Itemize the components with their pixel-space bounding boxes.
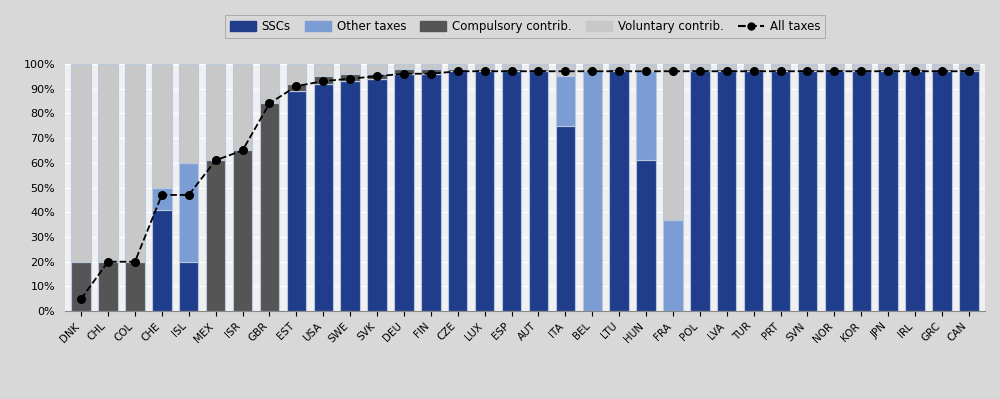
Bar (905, 64, 925, 69)
Bar (905, 69, 925, 71)
Bar (98, 64, 118, 262)
Bar (690, 71, 710, 311)
Bar (475, 71, 494, 311)
Bar (771, 64, 790, 69)
Bar (663, 64, 683, 220)
Bar (717, 71, 736, 311)
Bar (502, 64, 521, 69)
Bar (690, 64, 710, 69)
Bar (959, 64, 979, 69)
Bar (663, 220, 683, 311)
Bar (367, 64, 387, 74)
Bar (206, 160, 225, 311)
Bar (636, 71, 656, 160)
Bar (932, 69, 952, 71)
Bar (125, 262, 145, 311)
Bar (744, 64, 763, 69)
Bar (609, 69, 629, 71)
Bar (179, 163, 198, 262)
Bar (394, 64, 414, 69)
Bar (125, 64, 145, 262)
Bar (287, 91, 306, 311)
Bar (421, 74, 441, 311)
Bar (771, 71, 790, 311)
Bar (609, 71, 629, 311)
Bar (798, 64, 817, 69)
Bar (636, 160, 656, 311)
Bar (260, 64, 279, 103)
Bar (556, 126, 575, 311)
Bar (233, 150, 252, 311)
Bar (717, 64, 736, 69)
Bar (529, 69, 548, 71)
Bar (367, 74, 387, 79)
Bar (448, 69, 467, 71)
Bar (367, 79, 387, 311)
Bar (233, 64, 252, 150)
Bar (717, 69, 736, 71)
Bar (475, 69, 494, 71)
Bar (744, 71, 763, 311)
Bar (852, 71, 871, 311)
Bar (529, 71, 548, 311)
Bar (421, 69, 441, 74)
Bar (771, 69, 790, 71)
Bar (609, 64, 629, 69)
Bar (905, 71, 925, 311)
Bar (529, 64, 548, 69)
Bar (583, 64, 602, 71)
Bar (179, 262, 198, 311)
Bar (744, 69, 763, 71)
Bar (314, 76, 333, 84)
Legend: SSCs, Other taxes, Compulsory contrib., Voluntary contrib., All taxes: SSCs, Other taxes, Compulsory contrib., … (225, 15, 825, 38)
Bar (421, 64, 441, 69)
Bar (502, 69, 521, 71)
Bar (260, 103, 279, 311)
Bar (959, 71, 979, 311)
Bar (825, 71, 844, 311)
Bar (878, 69, 898, 71)
Bar (394, 74, 414, 311)
Bar (690, 69, 710, 71)
Bar (314, 84, 333, 311)
Bar (583, 71, 602, 311)
Bar (71, 262, 91, 311)
Bar (71, 64, 91, 262)
Bar (959, 69, 979, 71)
Bar (502, 71, 521, 311)
Bar (448, 64, 467, 69)
Bar (852, 64, 871, 69)
Bar (878, 64, 898, 69)
Bar (152, 188, 172, 210)
Bar (798, 71, 817, 311)
Bar (448, 71, 467, 311)
Bar (152, 210, 172, 311)
Bar (932, 71, 952, 311)
Bar (878, 71, 898, 311)
Bar (394, 69, 414, 74)
Bar (798, 69, 817, 71)
Bar (636, 64, 656, 71)
Bar (852, 69, 871, 71)
Bar (932, 64, 952, 69)
Bar (98, 262, 118, 311)
Bar (556, 76, 575, 126)
Bar (556, 64, 575, 76)
Bar (825, 64, 844, 69)
Bar (287, 84, 306, 91)
Bar (179, 64, 198, 163)
Bar (314, 64, 333, 76)
Bar (340, 64, 360, 74)
Bar (340, 74, 360, 81)
Bar (475, 64, 494, 69)
Bar (340, 81, 360, 311)
Bar (206, 64, 225, 160)
Bar (287, 64, 306, 84)
Bar (825, 69, 844, 71)
Bar (152, 64, 172, 188)
